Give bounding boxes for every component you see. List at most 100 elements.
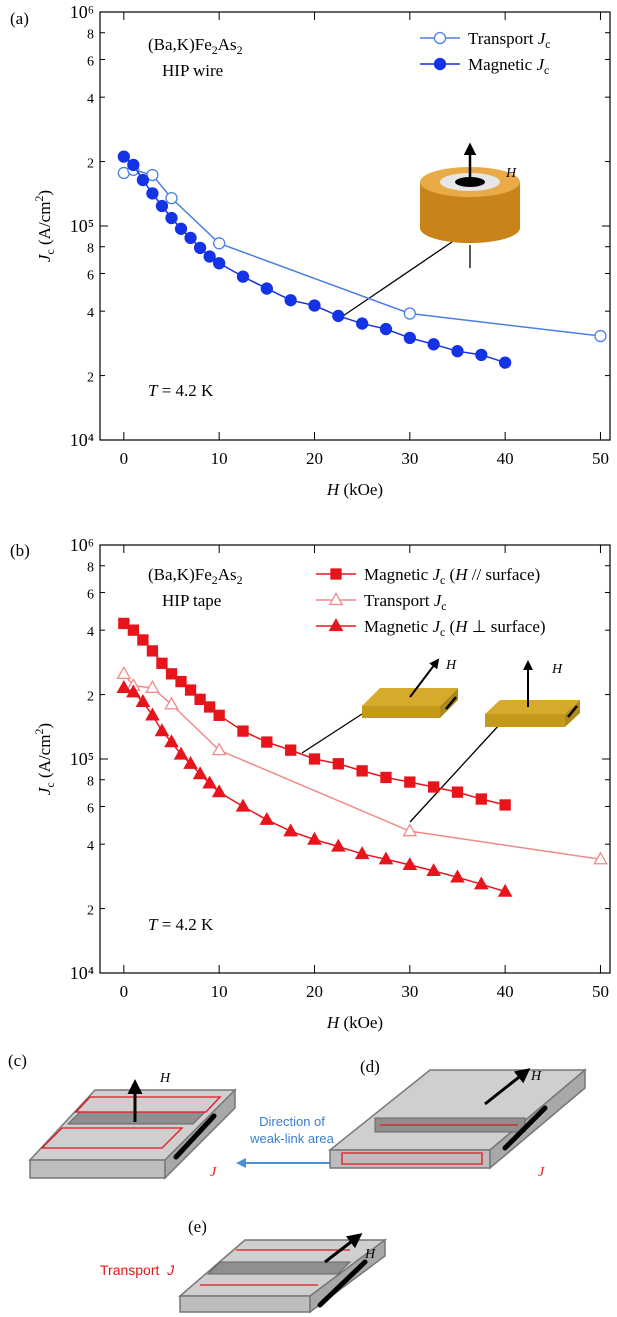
data-point: [193, 241, 207, 255]
data-point: [404, 776, 416, 788]
data-point: [378, 851, 394, 865]
y-tick-label: 6: [87, 54, 94, 69]
y-tick-label: 2: [87, 690, 94, 705]
data-point: [137, 634, 149, 646]
y-tick-label: 10⁶: [70, 2, 94, 22]
data-point: [261, 736, 273, 748]
x-tick-label: 20: [306, 982, 323, 1001]
data-point: [211, 784, 227, 798]
x-tick-label: 10: [211, 449, 228, 468]
annotation: (Ba,K)Fe2As2: [148, 565, 243, 587]
inset-disk: [339, 142, 520, 319]
legend-entry: Transport Jc: [364, 591, 447, 613]
x-axis-label: H (kOe): [326, 480, 383, 499]
inset-label: H: [445, 658, 457, 673]
y-tick-label: 2: [87, 904, 94, 919]
data-point: [237, 725, 249, 737]
y-tick-label: 8: [87, 242, 94, 257]
x-tick-label: 0: [120, 982, 129, 1001]
inset-label: H: [551, 662, 563, 677]
data-point: [308, 753, 321, 765]
data-point: [211, 742, 227, 756]
data-point: [332, 309, 345, 323]
data-point: [331, 838, 346, 852]
inset-tapes: [301, 658, 580, 823]
panel-label: (a): [10, 9, 29, 28]
data-point: [145, 680, 160, 694]
data-point: [426, 863, 441, 877]
y-tick-label: 10⁴: [70, 430, 94, 450]
data-point: [156, 657, 168, 669]
data-point: [307, 831, 322, 845]
data-point: [308, 299, 321, 312]
legend-marker: [433, 31, 447, 45]
data-point: [236, 270, 250, 283]
panel-label: (e): [188, 1217, 207, 1236]
data-point: [192, 766, 208, 780]
data-point: [402, 857, 418, 871]
y-axis-label: Jc (A/cm2): [32, 723, 57, 795]
data-point: [164, 734, 179, 748]
data-point: [136, 173, 150, 187]
data-point: [116, 680, 132, 694]
data-point: [497, 883, 513, 897]
data-point: [403, 331, 416, 345]
series-line: [123, 169, 601, 337]
diagram-c: (c) H J: [8, 1051, 237, 1180]
legend-marker: [328, 618, 344, 632]
data-point: [194, 693, 206, 705]
panel-label: (d): [360, 1057, 380, 1076]
data-point: [135, 694, 151, 707]
y-tick-label: 2: [87, 371, 94, 386]
data-point: [165, 211, 178, 225]
data-point: [354, 846, 370, 860]
y-tick-label: 10⁵: [70, 749, 94, 769]
diagram-d: (d) H J: [327, 1057, 588, 1180]
legend-marker: [330, 568, 342, 580]
y-tick-label: 6: [87, 587, 94, 602]
legend-entry: Magnetic Jc: [468, 55, 549, 77]
panel-label: (b): [10, 541, 30, 560]
data-point: [174, 222, 188, 235]
annotation: (Ba,K)Fe2As2: [148, 35, 243, 57]
x-tick-label: 10: [211, 982, 228, 1001]
y-tick-label: 4: [87, 625, 94, 640]
y-tick-label: 6: [87, 801, 94, 816]
data-point: [155, 199, 169, 213]
data-point: [164, 696, 179, 710]
data-point: [165, 668, 178, 680]
data-point: [259, 811, 275, 825]
data-point: [427, 781, 440, 793]
data-point: [379, 322, 393, 336]
data-point: [213, 237, 226, 250]
y-tick-label: 10⁶: [70, 535, 94, 555]
data-point: [260, 282, 273, 295]
y-tick-label: 8: [87, 28, 94, 43]
data-point: [146, 168, 159, 182]
annotation: HIP tape: [162, 591, 221, 610]
data-point: [380, 771, 392, 784]
data-point: [498, 356, 512, 369]
field-label: H: [530, 1069, 542, 1084]
annotation: T = 4.2 K: [148, 915, 214, 934]
data-point: [355, 317, 369, 330]
data-point: [473, 876, 489, 890]
data-point: [283, 823, 298, 837]
data-point: [116, 666, 132, 679]
x-tick-label: 30: [401, 449, 418, 468]
data-point: [475, 793, 487, 805]
data-point: [165, 191, 178, 205]
y-tick-label: 8: [87, 775, 94, 790]
note-line: Direction of: [259, 1114, 325, 1129]
legend-marker: [328, 592, 344, 606]
x-tick-label: 20: [306, 449, 323, 468]
data-point: [356, 765, 368, 777]
data-point: [284, 294, 297, 307]
y-tick-label: 4: [87, 306, 94, 321]
data-point: [402, 823, 418, 837]
y-tick-label: 4: [87, 839, 94, 854]
data-point: [594, 329, 607, 343]
data-point: [213, 257, 226, 270]
panel-label: (c): [8, 1051, 27, 1070]
current-label: J: [210, 1165, 217, 1180]
